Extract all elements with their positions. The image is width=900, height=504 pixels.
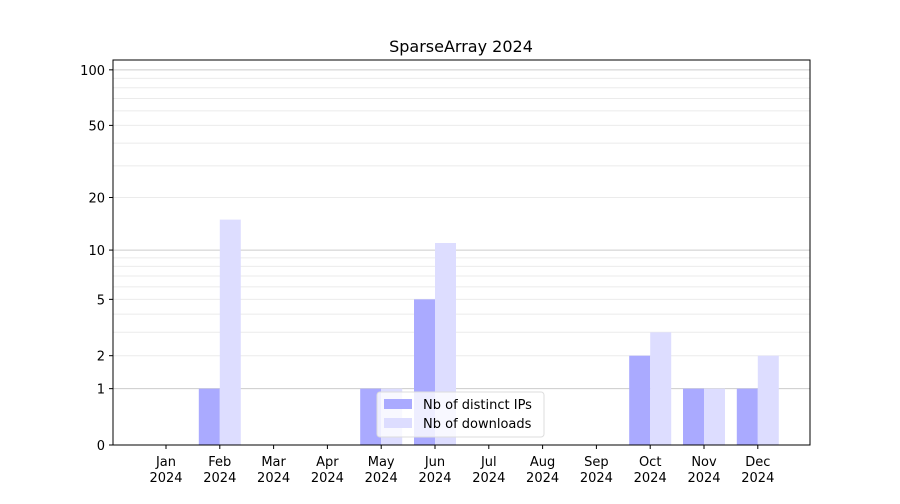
- y-axis: 0 1 2 5 10 20 50 100: [80, 64, 113, 454]
- x-tick-label: Jan: [155, 455, 176, 470]
- y-tick-label: 2: [97, 350, 105, 365]
- y-tick-label: 100: [80, 64, 105, 79]
- y-tick-label: 20: [88, 192, 105, 207]
- legend-swatch: [384, 399, 412, 409]
- legend: Nb of distinct IPs Nb of downloads: [376, 391, 545, 438]
- x-tick-label: 2024: [418, 471, 451, 486]
- x-tick-label: 2024: [472, 471, 505, 486]
- bar-distinct-ips: [683, 388, 704, 445]
- chart-title: SparseArray 2024: [389, 37, 533, 56]
- x-tick-label: 2024: [311, 471, 344, 486]
- x-tick-label: 2024: [580, 471, 613, 486]
- x-tick-label: Feb: [208, 455, 231, 470]
- y-tick-label: 0: [97, 439, 105, 454]
- x-tick-label: 2024: [741, 471, 774, 486]
- x-tick-label: Sep: [584, 455, 609, 470]
- x-tick-label: Jul: [480, 455, 497, 470]
- y-tick-label: 10: [88, 244, 105, 259]
- x-tick-label: Jun: [424, 455, 445, 470]
- bar-downloads: [704, 388, 725, 445]
- x-tick-label: 2024: [634, 471, 667, 486]
- bar-downloads: [219, 219, 241, 445]
- x-tick-label: Nov: [691, 455, 717, 470]
- x-tick-label: Mar: [261, 455, 286, 470]
- bar-downloads: [757, 355, 779, 445]
- grid: [113, 69, 810, 390]
- x-tick-label: Aug: [530, 455, 555, 470]
- x-tick-label: 2024: [687, 471, 720, 486]
- bar-distinct-ips: [629, 355, 651, 445]
- x-tick-label: Dec: [745, 455, 770, 470]
- y-tick-label: 5: [97, 293, 105, 308]
- x-tick-label: 2024: [203, 471, 236, 486]
- y-tick-label: 50: [88, 119, 105, 134]
- x-tick-label: 2024: [365, 471, 398, 486]
- x-axis: Jan2024Feb2024Mar2024Apr2024May2024Jun20…: [149, 445, 774, 486]
- x-tick-label: 2024: [526, 471, 559, 486]
- bar-distinct-ips: [736, 388, 758, 445]
- x-tick-label: 2024: [149, 471, 182, 486]
- x-tick-label: May: [368, 455, 395, 470]
- x-tick-label: 2024: [257, 471, 290, 486]
- y-tick-label: 1: [97, 383, 105, 398]
- legend-label: Nb of distinct IPs: [423, 398, 532, 413]
- x-tick-label: Apr: [316, 455, 339, 470]
- legend-box: [376, 391, 545, 438]
- x-tick-label: Oct: [639, 455, 661, 470]
- legend-swatch: [384, 418, 412, 428]
- legend-label: Nb of downloads: [423, 417, 532, 432]
- bar-distinct-ips: [198, 388, 220, 445]
- bar-downloads: [650, 332, 672, 445]
- plot-frame: [112, 59, 811, 446]
- bar-distinct-ips: [360, 388, 382, 445]
